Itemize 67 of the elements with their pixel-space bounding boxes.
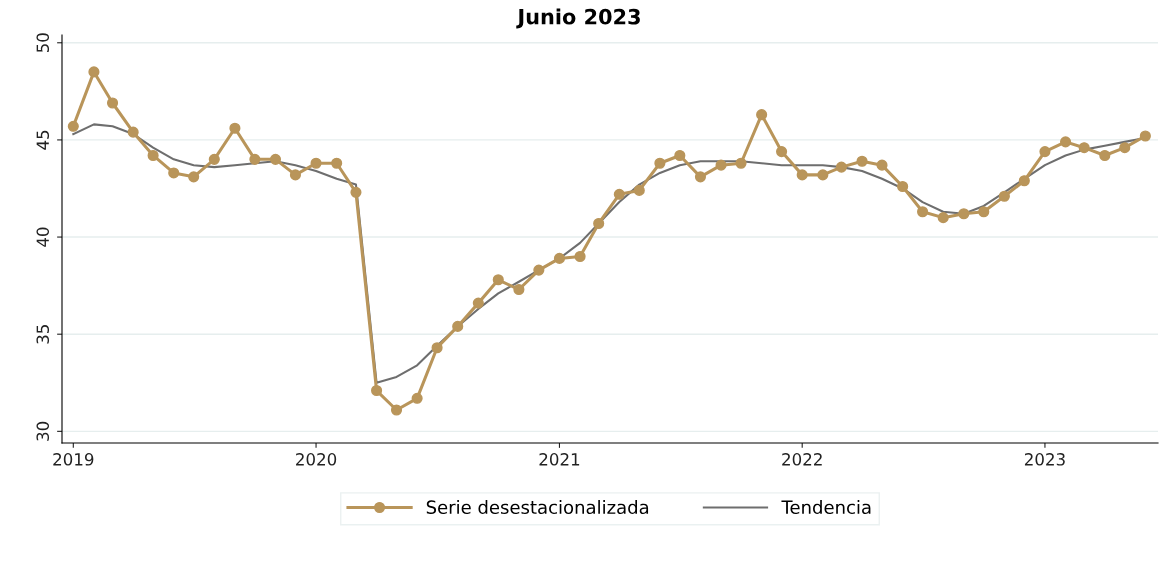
point — [856, 155, 868, 167]
point — [998, 190, 1010, 202]
point — [917, 206, 929, 218]
point — [817, 169, 829, 181]
point — [269, 153, 282, 165]
point — [127, 126, 139, 138]
point — [574, 250, 586, 263]
point — [593, 217, 605, 230]
x-tick-label: 2023 — [1024, 453, 1065, 466]
point — [1078, 142, 1090, 154]
point — [978, 206, 990, 218]
y-tick-label: 35 — [36, 325, 50, 344]
point — [735, 157, 747, 169]
point — [796, 169, 808, 181]
point — [88, 66, 100, 78]
y-tick-label: 40 — [36, 227, 50, 247]
point — [188, 171, 200, 183]
point — [876, 159, 888, 171]
point — [674, 149, 686, 162]
point — [229, 122, 241, 134]
point — [715, 159, 727, 171]
point — [452, 320, 464, 332]
point — [1099, 149, 1111, 162]
point — [937, 212, 949, 224]
point — [633, 184, 645, 196]
point — [168, 167, 180, 179]
point — [553, 252, 566, 264]
point — [694, 171, 707, 183]
point — [350, 186, 362, 198]
point — [835, 161, 847, 173]
point — [411, 392, 423, 404]
chart-title: Junio 2023 — [516, 8, 640, 29]
y-tick-label: 50 — [36, 33, 50, 53]
point — [67, 120, 79, 132]
point — [1060, 136, 1072, 148]
x-tick-label: 2020 — [296, 453, 337, 466]
point — [613, 188, 625, 200]
point — [897, 180, 909, 193]
legend-label: Serie desestacionalizada — [426, 500, 649, 515]
point — [390, 404, 403, 416]
point — [1018, 175, 1030, 187]
x-tick-label: 2022 — [782, 453, 822, 466]
point — [431, 342, 443, 354]
point — [533, 264, 545, 276]
x-tick-label: 2019 — [53, 453, 94, 466]
point — [492, 274, 504, 286]
point — [310, 157, 322, 169]
point — [1139, 130, 1151, 142]
y-tick-label: 30 — [36, 421, 50, 441]
point — [331, 157, 343, 169]
point — [513, 283, 525, 296]
point — [654, 157, 666, 169]
legend-label: Tendencia — [781, 500, 871, 515]
x-tick-label: 2021 — [539, 453, 580, 466]
point — [208, 153, 220, 165]
point — [472, 297, 484, 309]
point — [1119, 142, 1131, 154]
y-tick-label: 45 — [36, 130, 50, 150]
point — [289, 169, 301, 181]
point — [756, 109, 768, 121]
point — [371, 384, 383, 397]
point — [1039, 146, 1051, 158]
point — [958, 208, 970, 220]
point — [106, 97, 119, 109]
point — [776, 146, 788, 158]
point — [249, 153, 261, 165]
point — [147, 149, 159, 162]
